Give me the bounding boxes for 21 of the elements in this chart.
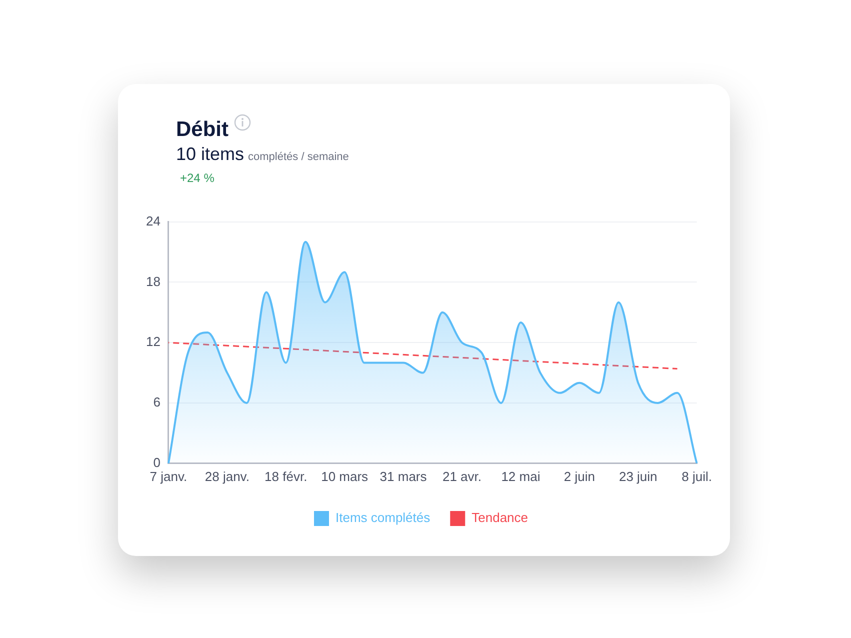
x-tick-label: 8 juil. — [682, 468, 712, 484]
y-tick-label: 0 — [153, 454, 160, 470]
legend-label: Items complétés — [335, 510, 431, 526]
y-tick-label: 6 — [153, 394, 160, 410]
chart-title: Débit — [176, 118, 228, 142]
y-tick-label: 24 — [146, 213, 160, 228]
y-tick-label: 18 — [146, 274, 160, 289]
x-tick-label: 21 avr. — [442, 468, 482, 484]
legend-label: Tendance — [472, 510, 528, 526]
x-tick-label: 10 mars — [321, 468, 369, 484]
x-tick-label: 7 janv. — [150, 468, 188, 484]
y-tick-label: 12 — [146, 334, 160, 350]
x-tick-label: 18 févr. — [264, 468, 308, 484]
x-tick-label: 12 mai — [501, 468, 540, 484]
x-tick-label: 23 juin — [618, 468, 658, 484]
x-tick-label: 2 juin — [564, 468, 595, 484]
text: +24 % — [180, 171, 214, 185]
x-tick-label: 28 janv. — [204, 468, 250, 484]
text: complétés / semaine — [248, 151, 349, 163]
chart-subtitle: 10 items — [176, 144, 244, 164]
x-tick-label: 31 mars — [380, 468, 428, 484]
